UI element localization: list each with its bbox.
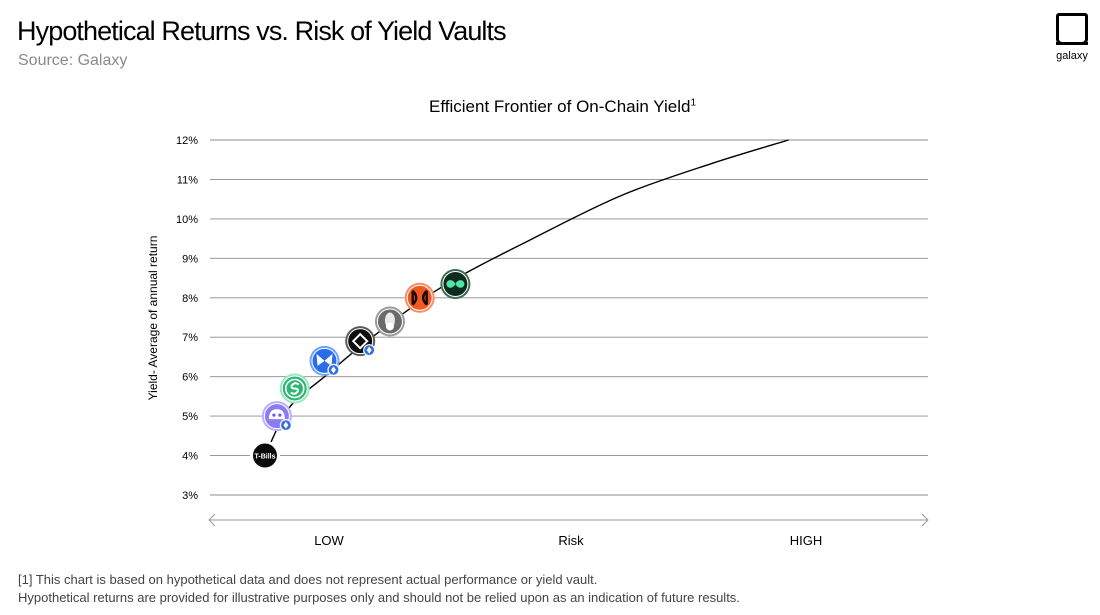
diamond-icon <box>345 326 376 357</box>
y-tick-label: 8% <box>182 293 198 305</box>
y-tick-label: 5% <box>182 411 198 423</box>
risk-axis-title: Risk <box>558 533 584 548</box>
y-tick-labels: 3% 4% 5% 6% 7% 8% 9% 10% 11% 12% <box>176 135 198 502</box>
risk-high-label: HIGH <box>789 533 823 548</box>
y-tick-label: 6% <box>182 372 198 384</box>
t-bills-icon: T-Bills <box>250 440 280 471</box>
source-caption: Source: Galaxy <box>18 52 128 69</box>
y-tick-label: 10% <box>176 214 198 226</box>
chain-badge-icon <box>363 344 376 357</box>
point-label: T-Bills <box>254 454 275 461</box>
footnote-line-2: Hypothetical returns are provided for il… <box>18 590 740 605</box>
risk-low-label: LOW <box>314 533 344 548</box>
y-axis-label: Yield- Average of annual return <box>146 236 160 401</box>
chain-badge-icon <box>327 363 340 376</box>
s-coin-icon <box>279 373 310 404</box>
vault-points: T-Bills <box>250 268 471 471</box>
rocket-icon <box>374 306 405 337</box>
gate-icon <box>404 282 435 313</box>
y-tick-label: 9% <box>182 253 198 265</box>
chart-title: Efficient Frontier of On-Chain Yield1 <box>0 97 1100 117</box>
grid-lines <box>210 139 928 496</box>
infinity-icon <box>440 268 471 299</box>
y-tick-label: 3% <box>182 490 198 502</box>
galaxy-logo-icon <box>1056 13 1088 45</box>
y-tick-label: 11% <box>177 174 198 186</box>
logo-text: galaxy <box>1056 50 1088 62</box>
chart-title-footnote-marker: 1 <box>690 97 696 109</box>
y-tick-label: 12% <box>176 135 198 147</box>
y-tick-label: 4% <box>182 451 198 463</box>
face-icon <box>261 401 292 432</box>
galaxy-logo: galaxy <box>1050 12 1094 68</box>
footnote-line-1: [1] This chart is based on hypothetical … <box>18 572 598 587</box>
butterfly-icon <box>309 345 340 376</box>
chain-badge-icon <box>279 419 292 432</box>
y-tick-label: 7% <box>182 332 198 344</box>
risk-axis-arrow <box>208 513 929 527</box>
chart-title-text: Efficient Frontier of On-Chain Yield <box>429 97 691 116</box>
page-title: Hypothetical Returns vs. Risk of Yield V… <box>17 16 507 46</box>
